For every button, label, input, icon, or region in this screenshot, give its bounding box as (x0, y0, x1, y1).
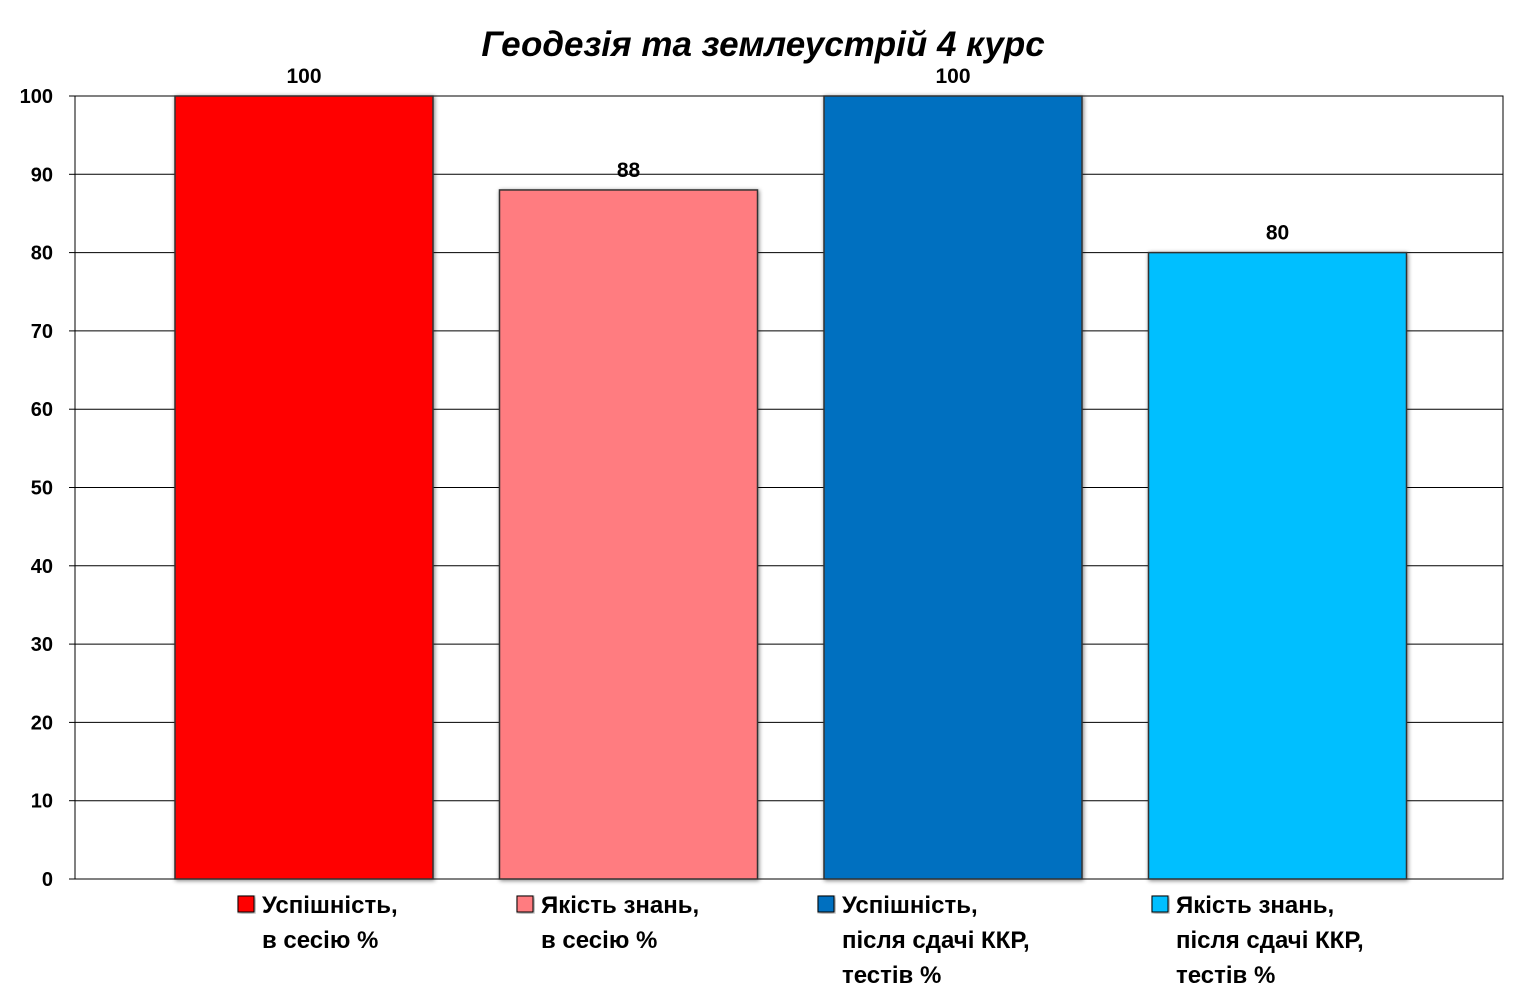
legend-label-line: в сесію % (262, 927, 378, 954)
y-tick-label: 40 (31, 556, 53, 578)
legend-swatch (237, 895, 255, 913)
y-tick-label: 100 (20, 86, 53, 108)
y-tick-label: 80 (31, 243, 53, 265)
y-tick-label: 90 (31, 164, 53, 186)
legend-label-line: після сдачі ККР, (1176, 927, 1364, 954)
legend-swatch (516, 895, 534, 913)
legend-label-line: Якість знань, (541, 892, 699, 919)
bar-value-label: 80 (1266, 222, 1289, 245)
legend-label-line: Успішність, (842, 892, 978, 919)
y-tick-label: 30 (31, 634, 53, 656)
legend-label-line: Успішність, (262, 892, 398, 919)
y-tick-label: 20 (31, 712, 53, 734)
y-tick-label: 10 (31, 791, 53, 813)
bar (174, 95, 434, 880)
legend: Успішність, в сесію % Якість знань, в сесію… (237, 892, 1364, 989)
y-tick-label: 70 (31, 321, 53, 343)
legend-swatch (817, 895, 835, 913)
bar (498, 189, 759, 880)
y-tick-label: 60 (31, 399, 53, 421)
bar-value-label: 100 (286, 65, 321, 88)
bars (174, 95, 1408, 880)
bar-value-label: 100 (935, 65, 970, 88)
data-labels: 100 88 100 80 (286, 65, 1289, 245)
legend-label-line: після сдачі ККР, (842, 927, 1030, 954)
legend-label-line: Якість знань, (1176, 892, 1334, 919)
legend-swatch (1151, 895, 1169, 913)
y-axis-ticks: 0 10 20 30 40 50 60 70 80 90 100 (20, 86, 75, 891)
legend-label-line: тестів % (842, 962, 941, 989)
bar-value-label: 88 (617, 159, 641, 182)
bar (1147, 251, 1408, 880)
legend-label-line: в сесію % (541, 927, 657, 954)
y-tick-label: 50 (31, 478, 53, 500)
chart-title: Геодезія та землеустрій 4 курс (481, 25, 1044, 64)
y-tick-label: 0 (42, 869, 53, 891)
bar (823, 95, 1083, 880)
legend-label-line: тестів % (1176, 962, 1275, 989)
